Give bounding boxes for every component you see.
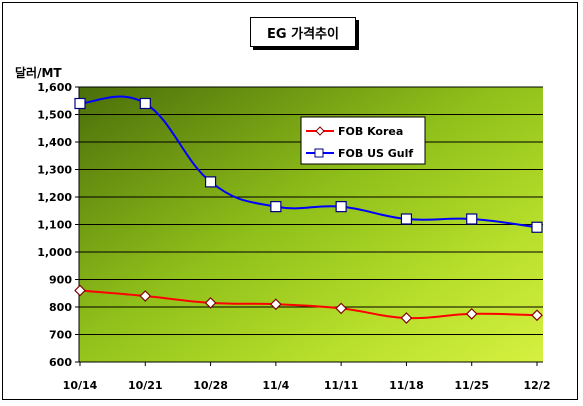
- y-tick-label: 700: [49, 329, 72, 342]
- data-point-fob-korea: [400, 312, 413, 324]
- x-tick-label: 11/25: [454, 379, 489, 392]
- data-point-fob-korea: [531, 309, 543, 322]
- data-point-fob-us-gulf: [270, 201, 282, 213]
- series-line-fob-korea: [79, 289, 538, 320]
- data-point-fob-us-gulf: [74, 97, 86, 110]
- data-point-fob-us-gulf: [335, 201, 347, 213]
- y-tick-label: 1,500: [37, 109, 72, 122]
- y-tick-label: 1,000: [37, 246, 72, 259]
- x-tick-label: 10/14: [63, 379, 98, 392]
- data-point-fob-korea: [465, 308, 478, 320]
- y-tick-label: 600: [49, 356, 72, 369]
- data-point-fob-us-gulf: [531, 221, 543, 233]
- chart-title-text: EG 가격추이: [267, 26, 339, 42]
- y-tick-label: 1,200: [37, 191, 72, 204]
- x-tick-label: 10/21: [128, 379, 163, 392]
- y-tick-label: 900: [49, 274, 72, 287]
- x-tick-label: 10/28: [193, 379, 228, 392]
- y-axis-ticks: 600 700 800 900 1,000 1,100 1,200 1,300 1,400 1,5…: [37, 81, 79, 369]
- x-axis-ticks: 10/14 10/21 10/28 11/4 11/11 11/18 11/25 12/2: [63, 362, 551, 392]
- data-point-fob-us-gulf: [400, 213, 413, 225]
- legend-marker-fob-us-gulf: [314, 148, 324, 158]
- x-tick-label: 11/4: [262, 379, 289, 392]
- data-point-fob-us-gulf: [466, 213, 478, 225]
- x-tick-label: 11/18: [389, 379, 424, 392]
- y-tick-label: 1,600: [37, 81, 72, 94]
- series-line-fob-us-gulf: [79, 95, 538, 229]
- series-group: [74, 95, 543, 324]
- data-point-fob-korea: [335, 302, 347, 315]
- data-point-fob-korea: [74, 284, 86, 297]
- x-tick-label: 11/11: [324, 379, 359, 392]
- data-point-fob-us-gulf: [204, 176, 217, 188]
- data-point-fob-korea: [139, 290, 152, 302]
- chart-title: EG 가격추이: [250, 17, 356, 47]
- y-tick-label: 1,300: [37, 164, 72, 177]
- x-tick-label: 12/2: [524, 379, 551, 392]
- y-axis-unit-label: 달러/MT: [15, 66, 62, 80]
- legend-label-fob-us-gulf: FOB US Gulf: [338, 147, 413, 160]
- gridlines: [79, 86, 543, 335]
- y-tick-label: 800: [49, 301, 72, 314]
- data-point-fob-korea: [204, 297, 217, 309]
- data-point-fob-us-gulf: [139, 97, 151, 110]
- legend-marker-fob-korea: [315, 126, 325, 136]
- legend: FOB Korea FOB US Gulf: [300, 116, 426, 165]
- legend-label-fob-korea: FOB Korea: [338, 125, 403, 138]
- y-tick-label: 1,400: [37, 136, 72, 149]
- y-tick-label: 1,100: [37, 219, 72, 232]
- data-point-fob-korea: [270, 298, 282, 311]
